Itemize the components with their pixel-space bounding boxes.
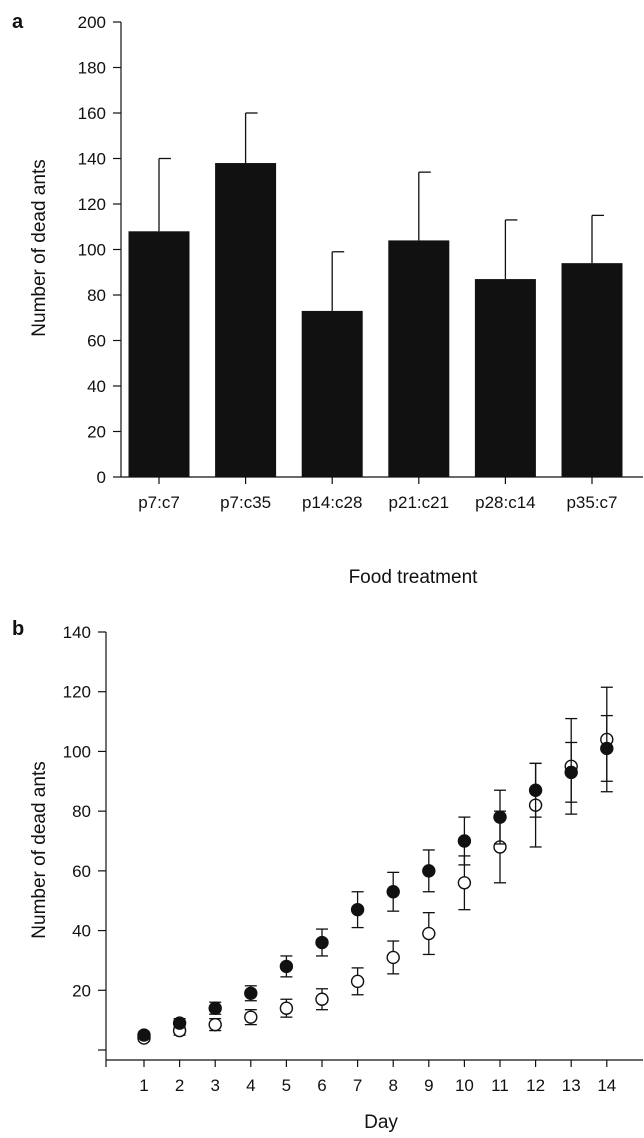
panel-a-x-axis-title: Food treatment — [349, 567, 479, 588]
panel-b-filled-point — [350, 902, 365, 917]
panel-a-y-tick-label: 200 — [78, 13, 106, 32]
panel-a-x-tick-label: p21:c21 — [389, 493, 450, 512]
panel-a-bar — [474, 279, 536, 477]
panel-b-filled-point — [279, 959, 294, 974]
panel-b-open-point — [315, 992, 329, 1006]
panel-b-filled-point — [315, 935, 329, 950]
panel-b-open-point — [279, 1001, 294, 1015]
panel-b-filled-point — [493, 810, 507, 824]
panel-b-open-point — [457, 876, 472, 890]
panel-a-y-tick-label: 180 — [78, 59, 106, 78]
panel-a-bar — [301, 310, 363, 477]
panel-b-filled-point — [208, 1001, 222, 1015]
panel-b-x-tick-label: 9 — [424, 1076, 433, 1095]
panel-b-filled-point — [564, 765, 578, 780]
panel-a-y-axis: 0 20 40 60 80 100 120 140 160 180 200 — [78, 13, 122, 487]
panel-a-x-tick-label: p28:c14 — [475, 493, 536, 512]
panel-b-x-tick-label: 11 — [491, 1076, 509, 1095]
panel-b-x-tick-label: 12 — [526, 1076, 545, 1095]
panel-b-filled-point — [422, 864, 436, 878]
panel-a-y-tick-label: 140 — [78, 150, 106, 169]
panel-a-x-tick-label: p35:c7 — [566, 493, 617, 512]
panel-b-filled-point — [528, 783, 543, 797]
panel-b-y-tick-label: 40 — [72, 922, 91, 941]
panel-b-filled-point — [600, 741, 614, 756]
panel-b-x-tick-label: 8 — [388, 1076, 397, 1095]
panel-b-open-point — [386, 950, 400, 965]
panel-a-x-tick-label: p7:c7 — [138, 493, 180, 512]
panel-b-filled-point — [386, 885, 400, 899]
panel-a-y-tick-label: 20 — [87, 423, 106, 442]
panel-b-x-tick-label: 10 — [455, 1076, 474, 1095]
panel-b-filled-point — [172, 1016, 187, 1030]
panel-a-x-axis: p7:c7 p7:c35 p14:c28 p21:c21 p28:c14 p35:c7 — [121, 476, 643, 512]
panel-b-x-tick-label: 3 — [210, 1076, 219, 1095]
panel-a-bar — [561, 263, 623, 477]
panel-a-letter: a — [12, 11, 24, 33]
panel-b-x-tick-label: 7 — [353, 1076, 362, 1095]
panel-a-x-tick-label: p14:c28 — [302, 493, 363, 512]
panel-b-y-tick-label: 140 — [63, 623, 91, 642]
panel-b-filled-point — [244, 986, 258, 1000]
panel-b-open-point — [350, 974, 365, 989]
panel-a-bar — [215, 163, 277, 478]
panel-b-series — [137, 686, 614, 1045]
panel-b-x-tick-label: 4 — [246, 1076, 255, 1095]
panel-b-x-axis-title: Day — [364, 1112, 398, 1133]
panel-a-y-tick-label: 40 — [87, 377, 106, 396]
panel-b-open-point — [208, 1017, 222, 1032]
panel-a-x-tick-label: p7:c35 — [220, 493, 271, 512]
panel-a-bar — [128, 231, 190, 477]
panel-b-x-tick-label: 5 — [282, 1076, 291, 1095]
panel-b-x-tick-label: 14 — [597, 1076, 616, 1095]
panel-b-y-tick-label: 80 — [72, 802, 91, 821]
panel-b-x-axis: 1 2 3 4 5 6 7 8 9 10 11 12 13 14 — [105, 1059, 643, 1095]
panel-b-x-tick-label: 13 — [562, 1076, 581, 1095]
panel-b-open-point — [422, 926, 436, 941]
panel-b-x-tick-label: 1 — [139, 1076, 148, 1095]
panel-a-y-tick-label: 0 — [97, 468, 106, 487]
panel-b-y-tick-label: 100 — [63, 742, 91, 761]
panel-b-letter: b — [12, 618, 24, 640]
panel-a-y-tick-label: 100 — [78, 241, 106, 260]
panel-b-y-tick-label: 120 — [63, 683, 91, 702]
panel-b-y-axis: 20 40 60 80 100 120 140 — [63, 623, 107, 1060]
panel-a-bar — [388, 240, 450, 477]
panel-a-y-tick-label: 160 — [78, 104, 106, 123]
panel-a-y-axis-title: Number of dead ants — [29, 159, 50, 336]
panel-b-x-tick-label: 2 — [175, 1076, 184, 1095]
panel-b-x-tick-label: 6 — [317, 1076, 326, 1095]
panel-b-filled-point — [457, 834, 472, 848]
panel-a-bar-chart: a 0 20 40 60 80 100 120 140 160 180 200 p7:c7 p7:c3… — [12, 11, 643, 588]
panel-a-bars — [128, 112, 623, 478]
panel-b-y-tick-label: 20 — [72, 981, 91, 1000]
panel-a-y-tick-label: 60 — [87, 332, 106, 351]
panel-a-y-tick-label: 120 — [78, 195, 106, 214]
panel-b-y-tick-label: 60 — [72, 862, 91, 881]
panel-b-y-axis-title: Number of dead ants — [29, 761, 50, 938]
panel-a-y-tick-label: 80 — [87, 286, 106, 305]
panel-b-filled-point — [137, 1028, 151, 1042]
panel-b-open-point — [244, 1010, 258, 1024]
